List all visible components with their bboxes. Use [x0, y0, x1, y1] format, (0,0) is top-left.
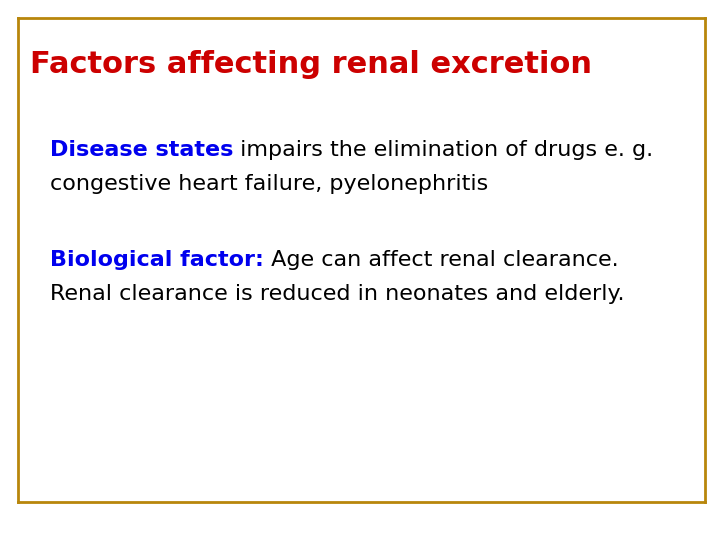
Text: impairs the elimination of drugs e. g.: impairs the elimination of drugs e. g.: [233, 140, 654, 160]
Text: Renal clearance is reduced in neonates and elderly.: Renal clearance is reduced in neonates a…: [50, 284, 624, 304]
Text: Disease states: Disease states: [50, 140, 233, 160]
Text: congestive heart failure, pyelonephritis: congestive heart failure, pyelonephritis: [50, 174, 488, 194]
Text: Biological factor:: Biological factor:: [50, 250, 264, 270]
Text: Factors affecting renal excretion: Factors affecting renal excretion: [30, 50, 592, 79]
Text: Age can affect renal clearance.: Age can affect renal clearance.: [264, 250, 618, 270]
